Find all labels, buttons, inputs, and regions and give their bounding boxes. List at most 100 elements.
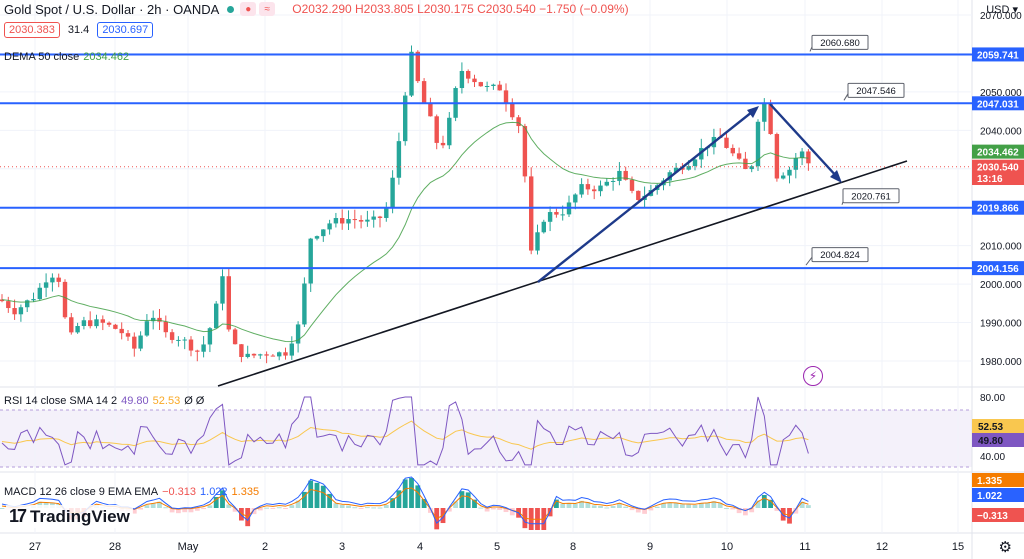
- candle: [447, 112, 452, 150]
- macd-hist-value: −0.313: [162, 486, 197, 498]
- time-tick-label: 27: [29, 541, 41, 553]
- rsi-badge: [972, 419, 1024, 433]
- tradingview-logo[interactable]: 17 TradingView: [6, 505, 133, 528]
- candle: [736, 147, 742, 161]
- price-badge: [972, 261, 1024, 276]
- candle: [787, 166, 792, 184]
- macd-bar: [0, 508, 5, 509]
- candle: [333, 212, 339, 228]
- candle: [176, 336, 181, 347]
- market-open-icon: [227, 5, 235, 13]
- candle-body: [736, 153, 742, 159]
- rsi-badge-label: 49.80: [978, 436, 1003, 447]
- candle-body: [94, 319, 99, 327]
- buy-button[interactable]: 2030.697: [97, 22, 154, 38]
- macd-bar: [131, 508, 137, 514]
- candle: [106, 321, 112, 327]
- dema-legend[interactable]: DEMA 50 close 2034.462: [4, 51, 129, 63]
- macd-signal-line: [1, 487, 809, 520]
- price-badge: [972, 171, 1024, 186]
- candle-body: [144, 321, 150, 336]
- candle: [188, 336, 194, 357]
- macd-bar: [698, 503, 704, 508]
- macd-bar: [157, 501, 162, 508]
- rsi-legend[interactable]: RSI 14 close SMA 14 2 49.80 52.53 Ø Ø: [4, 395, 204, 407]
- macd-bar: [680, 504, 685, 508]
- candle: [781, 172, 786, 180]
- macd-bar: [793, 508, 799, 514]
- macd-bar: [308, 480, 314, 508]
- macd-badge: [972, 473, 1024, 487]
- dema-label: DEMA 50 close: [4, 51, 80, 63]
- macd-bar: [761, 494, 767, 508]
- macd-bar: [409, 478, 414, 508]
- settings-gear-icon[interactable]: ⚙: [998, 539, 1012, 556]
- wave-icon[interactable]: ≈: [259, 2, 276, 16]
- macd-bar: [654, 506, 660, 508]
- macd-bar: [257, 508, 263, 511]
- candle: [749, 165, 754, 173]
- macd-bar: [717, 502, 723, 508]
- candle-body: [56, 277, 61, 282]
- macd-bar: [780, 508, 786, 521]
- candle-body: [484, 86, 490, 88]
- candle-body: [459, 70, 465, 89]
- candle: [43, 273, 49, 298]
- macd-bar: [289, 505, 295, 508]
- macd-bar: [572, 503, 578, 508]
- candle-body: [409, 51, 414, 96]
- macd-bar: [509, 508, 515, 516]
- candle: [724, 131, 729, 149]
- time-tick-label: 4: [417, 541, 423, 553]
- candle: [598, 180, 603, 197]
- candle-body: [535, 232, 540, 251]
- candle-body: [346, 219, 351, 224]
- flag-icon[interactable]: ●: [240, 2, 257, 16]
- macd-bar: [182, 508, 188, 513]
- candle: [478, 81, 483, 87]
- candle-body: [340, 218, 345, 224]
- candle-body: [434, 116, 439, 143]
- macd-bar: [176, 508, 181, 514]
- macd-badge-label: 1.022: [977, 491, 1002, 502]
- currency-selector[interactable]: USD ▾: [986, 4, 1018, 16]
- lightning-icon[interactable]: ⚡: [803, 366, 823, 386]
- macd-bar: [743, 508, 748, 516]
- macd-bar: [484, 508, 490, 512]
- macd-bar: [635, 508, 641, 513]
- order-panel: 2030.383 31.4 2030.697: [4, 22, 154, 38]
- macd-bar: [320, 485, 326, 508]
- candle: [226, 267, 231, 332]
- candle-body: [547, 212, 553, 222]
- macd-bar: [428, 508, 433, 513]
- candle: [182, 336, 187, 350]
- candle-body: [277, 352, 282, 357]
- candle: [384, 202, 389, 222]
- macd-bar: [623, 506, 629, 508]
- time-tick-label: 28: [109, 541, 121, 553]
- macd-bar: [768, 499, 773, 508]
- candle-body: [25, 300, 30, 308]
- logo-text: TradingView: [30, 506, 130, 526]
- candle: [6, 296, 11, 313]
- candle: [138, 331, 143, 352]
- macd-bar: [232, 508, 238, 512]
- candle: [144, 314, 150, 337]
- candle-body: [308, 238, 313, 284]
- chart-header: Gold Spot / U.S. Dollar · 2h · OANDA ● ≈…: [4, 0, 629, 18]
- candle: [169, 329, 175, 344]
- dema-value: 2034.462: [83, 51, 130, 63]
- candle-body: [497, 84, 502, 91]
- candle: [522, 123, 528, 183]
- callout-box: [811, 247, 869, 263]
- candle-body: [799, 151, 805, 158]
- candle: [88, 311, 93, 329]
- spread-value: 31.4: [67, 24, 90, 36]
- candle-body: [176, 339, 181, 341]
- macd-legend[interactable]: MACD 12 26 close 9 EMA EMA −0.313 1.022 1.3…: [4, 486, 259, 498]
- time-tick-label: 10: [721, 541, 733, 553]
- symbol-title[interactable]: Gold Spot / U.S. Dollar · 2h · OANDA: [4, 1, 220, 17]
- sell-button[interactable]: 2030.383: [4, 22, 60, 38]
- macd-bar: [673, 502, 679, 508]
